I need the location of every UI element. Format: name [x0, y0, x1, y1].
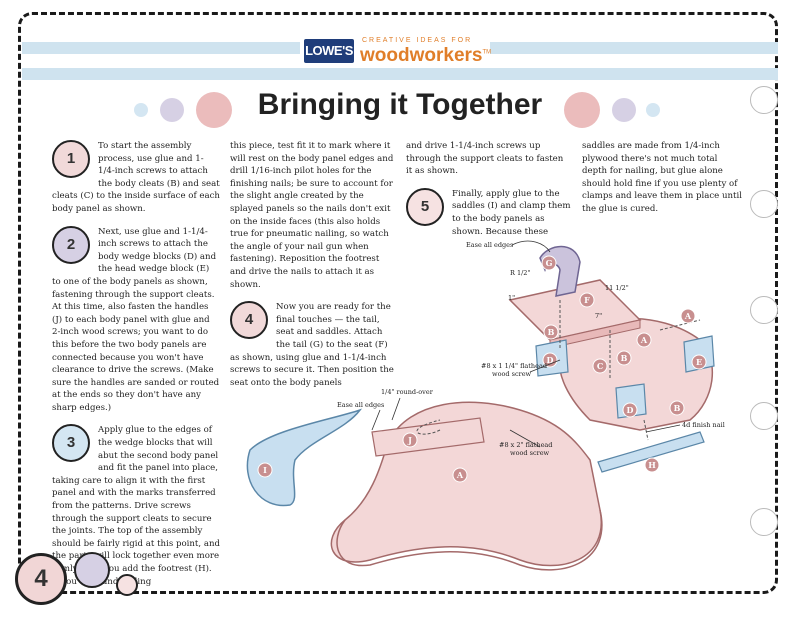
step-5-continued: saddles are made from 1/4-inch plywood t…: [582, 141, 742, 214]
binder-hole: [750, 508, 778, 536]
logo-tagline-small: CREATIVE IDEAS FOR: [362, 37, 473, 44]
marker-c: [592, 358, 608, 374]
label-ease-edges-top: Ease all edges: [466, 241, 513, 249]
label-dim-11: 11 1/2": [605, 284, 629, 292]
marker-i: [257, 462, 273, 478]
label-dim-1: 1": [508, 294, 515, 302]
label-wood-screw-1: wood screw: [492, 370, 532, 378]
decor-dot: [116, 574, 138, 596]
label-dim-7: 7": [595, 312, 602, 320]
step-2-text: Next, use glue and 1-1/4-inch screws to …: [52, 226, 220, 413]
letter-d: D: [547, 355, 554, 365]
header-stripe-bottom: [22, 68, 778, 80]
binder-hole: [750, 86, 778, 114]
binder-hole: [750, 190, 778, 218]
letter-b: B: [674, 403, 681, 413]
text-column-4: saddles are made from 1/4-inch plywood t…: [582, 140, 742, 226]
letter-j: J: [407, 435, 412, 445]
handle-j: [371, 417, 485, 457]
marker-j: [402, 432, 418, 448]
marker-g: [541, 255, 557, 271]
step-4-continued: and drive 1-1/4-inch screws up through t…: [406, 141, 564, 177]
step-5-paragraph: 5 Finally, apply glue to the saddles (I) …: [406, 187, 572, 238]
letter-c: C: [597, 361, 603, 371]
marker-a-top: [680, 308, 696, 324]
marker-a-body: [452, 467, 468, 483]
assembly-guide-lines: [416, 300, 701, 441]
page-title: Bringing it Together: [257, 88, 543, 121]
letter-g: G: [546, 258, 553, 268]
letter-b: B: [548, 327, 555, 337]
tail-g: [539, 245, 581, 297]
letter-a: A: [684, 311, 692, 321]
label-radius: R 1/2": [510, 269, 530, 277]
decor-dot: [196, 92, 232, 128]
marker-d-1: [542, 352, 558, 368]
marker-a-head: [636, 332, 652, 348]
marker-f: [579, 292, 595, 308]
saddle-i: [246, 408, 363, 507]
footrest-h: [597, 431, 705, 473]
trademark-mark: TM: [482, 49, 492, 56]
step-1-paragraph: 1 To start the assembly process, use glue…: [52, 140, 220, 216]
marker-b-2: [616, 350, 632, 366]
letter-e: E: [696, 357, 702, 367]
binder-hole: [750, 402, 778, 430]
text-column-3: and drive 1-1/4-inch screws up through t…: [406, 140, 572, 248]
marker-h: [644, 457, 660, 473]
step-3-badge: 3: [52, 424, 90, 463]
step-1-badge: 1: [52, 140, 90, 178]
text-column-2: this piece, test fit it to mark where it…: [230, 140, 396, 399]
step-2-paragraph: 2 Next, use glue and 1-1/4-inch screws to…: [52, 225, 220, 415]
decor-dot: [74, 552, 110, 588]
label-screw-1-1-4: #8 x 1 1/4" flathead: [481, 362, 547, 370]
marker-b-1: [543, 324, 559, 340]
binder-hole: [750, 296, 778, 324]
leader-lines: [371, 240, 681, 448]
marker-e: [691, 354, 707, 370]
part-markers: [257, 255, 707, 483]
marker-b-3: [669, 400, 685, 416]
label-screw-2: #8 x 2" flathead: [499, 441, 552, 449]
letter-a: A: [640, 335, 648, 345]
step-4-paragraph: 4 Now you are ready for the final touches…: [230, 301, 396, 389]
decor-dot: [564, 92, 600, 128]
lowes-logo: LOWE'S: [304, 39, 354, 63]
step-2-badge: 2: [52, 225, 90, 264]
letter-b: B: [621, 353, 628, 363]
body-panel-a-edge: [336, 509, 603, 571]
letter-f: F: [584, 295, 590, 305]
decor-dot: [134, 103, 148, 117]
label-round-over: 1/4" round-over: [381, 388, 434, 396]
decor-dot: [612, 98, 636, 122]
step-5-badge: 5: [406, 187, 444, 226]
step-3-continued: this piece, test fit it to mark where it…: [230, 141, 394, 290]
text-column-1: 1 To start the assembly process, use glue…: [52, 140, 220, 598]
step-4-text: Now you are ready for the final touches …: [230, 302, 394, 388]
decor-dot: [160, 98, 184, 122]
wedge-block-e: [683, 335, 715, 373]
letter-h: H: [648, 460, 656, 470]
marker-d-2: [622, 402, 638, 418]
step-5-text: Finally, apply glue to the saddles (I) a…: [452, 188, 571, 237]
logo-tagline-big: woodworkersTM: [360, 45, 492, 66]
page-number-badge: 4: [15, 553, 67, 605]
header-logo: LOWE'S CREATIVE IDEAS FOR woodworkersTM: [300, 36, 492, 66]
label-finish-nail: 4d finish nail: [682, 421, 725, 429]
label-ease-edges-left: Ease all edges: [337, 401, 384, 409]
step-3-paragraph: 3 Apply glue to the edges of the wedge bl…: [52, 424, 220, 588]
step-1-text: To start the assembly process, use glue …: [52, 141, 220, 214]
step-4-badge: 4: [230, 301, 268, 340]
letter-d: D: [627, 405, 634, 415]
letter-a: A: [456, 470, 464, 480]
label-wood-screw-2: wood screw: [510, 449, 550, 457]
decor-dot: [646, 103, 660, 117]
letter-i: I: [263, 465, 267, 475]
